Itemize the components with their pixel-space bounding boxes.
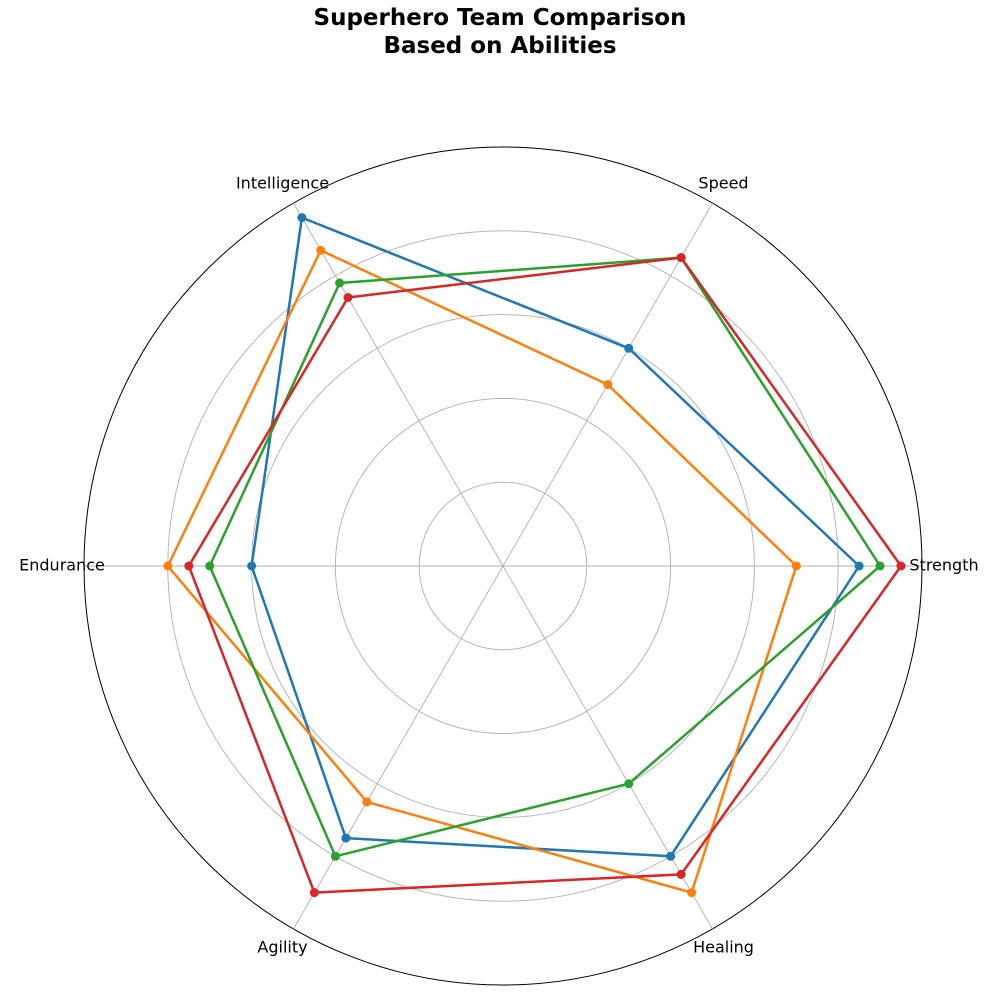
grid-spoke bbox=[293, 202, 504, 567]
series-4-point bbox=[896, 561, 906, 571]
series-4-point bbox=[676, 869, 686, 879]
series-4-point bbox=[343, 293, 353, 302]
series-4-point bbox=[184, 561, 194, 571]
axis-label-healing: Healing bbox=[693, 937, 754, 956]
series-3-point bbox=[624, 779, 634, 789]
axis-labels: Strength Speed Intelligence Endurance Agilit… bbox=[19, 174, 978, 957]
series-1-point bbox=[854, 561, 864, 571]
series-2-point bbox=[603, 380, 613, 390]
series-1-point bbox=[297, 213, 307, 223]
grid-spoke bbox=[293, 565, 504, 930]
series-2-point bbox=[362, 797, 372, 807]
series-line-3 bbox=[208, 256, 882, 858]
series-2-point bbox=[791, 561, 801, 571]
series-line-2 bbox=[166, 249, 798, 894]
series-1-point bbox=[666, 851, 676, 861]
series-4-point bbox=[676, 253, 686, 263]
series-3-point bbox=[875, 561, 885, 571]
axis-label-strength: Strength bbox=[909, 556, 978, 575]
axis-label-intelligence: Intelligence bbox=[236, 174, 329, 193]
series-4-point bbox=[309, 888, 319, 898]
series-line-1 bbox=[250, 216, 861, 858]
series-3-point bbox=[205, 561, 215, 571]
axis-label-agility: Agility bbox=[257, 937, 307, 956]
series-1-point bbox=[341, 833, 351, 843]
series-3-point bbox=[335, 278, 345, 288]
axis-label-speed: Speed bbox=[698, 174, 748, 193]
chart-title: Superhero Team Comparison Based on Abili… bbox=[313, 5, 687, 59]
series-2-point bbox=[163, 561, 173, 571]
series-1-point bbox=[247, 561, 257, 571]
series-layer bbox=[163, 213, 906, 898]
grid-spoke bbox=[502, 565, 713, 930]
series-2-point bbox=[316, 245, 326, 255]
series-1-point bbox=[624, 343, 634, 353]
series-2-point bbox=[687, 888, 697, 898]
axis-label-endurance: Endurance bbox=[19, 556, 105, 575]
series-3-point bbox=[330, 851, 340, 861]
